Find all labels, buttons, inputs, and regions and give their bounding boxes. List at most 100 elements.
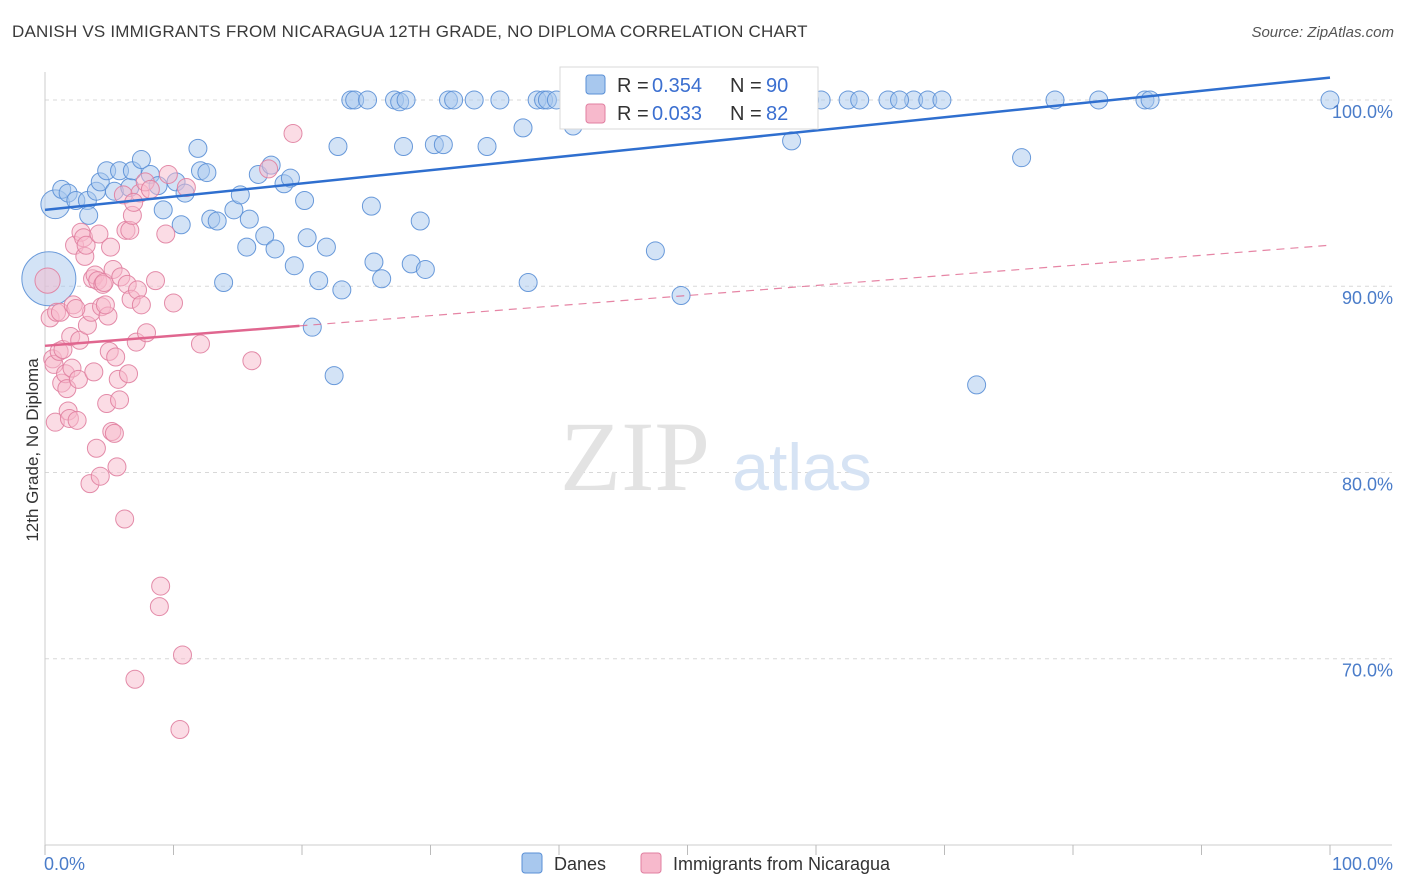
nicaragua-point-68 [156,224,176,244]
nicaragua-point-33 [89,224,109,244]
stats-n-value-danes: 90 [766,75,788,97]
y-tick-label-0: 70.0% [1342,661,1393,681]
danes-point-57 [410,211,430,231]
danes-point-48 [358,90,378,110]
danes-point-30 [239,209,259,229]
nicaragua-point-67 [151,576,171,596]
nicaragua-point-71 [170,720,190,740]
trend-lines [44,76,1331,348]
nicaragua-point-44 [104,423,124,443]
stats-r-label-nicaragua: R = [617,103,649,125]
nicaragua-point-20 [70,330,90,350]
nicaragua-point-62 [131,295,151,315]
danes-point-54 [394,137,414,157]
danes-point-44 [328,137,348,157]
danes-point-64 [477,137,497,157]
nicaragua-trend-line-solid [44,324,300,348]
nicaragua-point-81 [95,295,115,315]
chart-source: Source: ZipAtlas.com [1251,24,1394,41]
nicaragua-point-19 [68,369,88,389]
watermark-zip: ZIP [560,401,710,512]
danes-point-62 [444,90,464,110]
stats-legend-swatch-nicaragua [585,103,606,124]
danes-point-84 [850,90,870,110]
legend-swatch-nicaragua [640,852,662,874]
danes-point-41 [309,271,329,291]
nicaragua-point-0 [34,267,61,294]
stats-n-value-nicaragua: 82 [766,103,788,125]
stats-r-label-danes: R = [617,75,649,97]
gridlines [45,99,1392,660]
nicaragua-trend-line-dashed [299,244,1331,327]
nicaragua-point-18 [67,410,87,430]
stats-n-label-nicaragua: N = [730,103,762,125]
stats-r-value-danes: 0.354 [652,75,702,97]
nicaragua-point-76 [259,159,279,179]
nicaragua-point-46 [107,457,127,477]
danes-point-29 [237,237,257,257]
danes-point-60 [433,135,453,155]
danes-point-21 [188,138,208,158]
x-tick-labels: 0.0% 100.0% [44,854,1393,874]
danes-point-17 [153,200,173,220]
y-tick-label-2: 90.0% [1342,288,1393,308]
series-legend: Danes Immigrants from Nicaragua [521,852,891,874]
danes-point-43 [324,366,344,386]
danes-point-36 [280,168,300,188]
y-tick-label-3: 100.0% [1332,102,1393,122]
nicaragua-point-70 [164,293,183,313]
danes-point-89 [1320,90,1340,110]
nicaragua-point-66 [149,597,169,617]
danes-point-26 [214,272,234,292]
danes-point-42 [316,237,336,257]
danes-point-94 [1012,148,1032,168]
danes-point-90 [645,241,665,261]
watermark: ZIP atlas [560,401,872,512]
danes-point-32 [255,226,275,246]
x-tick-label-1: 100.0% [1332,854,1393,874]
nicaragua-point-31 [86,438,106,458]
danes-point-93 [967,375,987,395]
y-tick-label-1: 80.0% [1342,474,1393,494]
danes-point-49 [361,196,381,216]
stats-legend: R = 0.354 N = 90 R = 0.033 N = 82 [559,66,819,130]
danes-point-67 [518,272,538,292]
stats-n-label-danes: N = [730,75,762,97]
danes-point-40 [302,317,322,337]
nicaragua-point-48 [110,390,130,410]
stats-legend-swatch-danes [585,74,606,95]
nicaragua-point-58 [125,669,145,689]
nicaragua-point-72 [172,645,192,665]
danes-point-66 [513,118,533,138]
danes-point-99 [932,90,952,110]
watermark-atlas: atlas [732,430,871,504]
danes-point-39 [297,228,317,248]
nicaragua-point-29 [84,362,104,382]
legend-swatch-danes [521,852,543,874]
danes-point-19 [171,215,191,235]
nicaragua-point-54 [119,364,139,384]
nicaragua-point-65 [146,271,166,291]
danes-point-14 [131,150,151,170]
danes-point-58 [415,259,435,279]
danes-point-45 [332,280,352,300]
nicaragua-point-75 [242,351,262,371]
danes-point-37 [284,256,304,276]
danes-point-51 [372,269,392,289]
nicaragua-point-77 [283,123,303,143]
nicaragua-point-45 [106,347,126,367]
stats-r-value-nicaragua: 0.033 [652,103,702,125]
danes-point-65 [490,90,510,110]
danes-point-34 [265,239,285,259]
danes-point-50 [364,252,384,272]
nicaragua-point-78 [140,179,160,199]
legend-label-nicaragua: Immigrants from Nicaragua [673,854,891,874]
danes-point-97 [1140,90,1160,110]
danes-point-6 [79,205,99,225]
danes-point-38 [295,191,315,211]
y-tick-labels: 70.0% 80.0% 90.0% 100.0% [1332,102,1393,681]
nicaragua-point-69 [158,164,178,184]
nicaragua-point-74 [190,334,210,354]
danes-point-23 [197,163,217,183]
